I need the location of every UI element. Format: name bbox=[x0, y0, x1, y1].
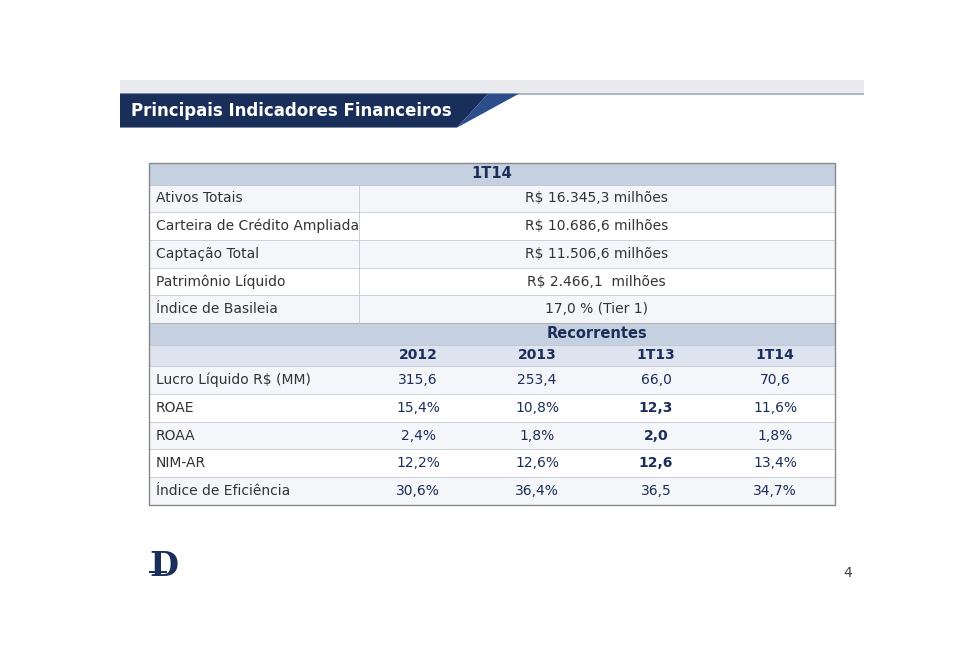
Text: Ativos Totais: Ativos Totais bbox=[156, 192, 242, 205]
Text: 1T13: 1T13 bbox=[636, 348, 676, 362]
Text: Patrimônio Líquido: Patrimônio Líquido bbox=[156, 274, 285, 289]
Bar bbox=[150, 268, 834, 295]
Text: Recorrentes: Recorrentes bbox=[546, 327, 647, 341]
Text: 315,6: 315,6 bbox=[398, 373, 438, 387]
Text: 70,6: 70,6 bbox=[759, 373, 790, 387]
Text: Índice de Basileia: Índice de Basileia bbox=[156, 303, 277, 317]
Text: 12,6: 12,6 bbox=[639, 456, 673, 470]
Text: 30,6%: 30,6% bbox=[396, 484, 440, 498]
Text: 1,8%: 1,8% bbox=[757, 428, 793, 442]
Text: R$ 10.686,6 milhões: R$ 10.686,6 milhões bbox=[525, 219, 668, 233]
Bar bbox=[150, 163, 834, 505]
Text: 1,8%: 1,8% bbox=[519, 428, 555, 442]
Text: 15,4%: 15,4% bbox=[396, 401, 440, 415]
Text: ROAA: ROAA bbox=[156, 428, 195, 442]
Polygon shape bbox=[457, 94, 519, 128]
Bar bbox=[150, 571, 166, 573]
Bar bbox=[150, 394, 834, 422]
Bar bbox=[150, 212, 834, 240]
Bar bbox=[150, 477, 834, 505]
Bar bbox=[150, 366, 834, 394]
Text: 1T14: 1T14 bbox=[471, 166, 513, 182]
Text: Carteira de Crédito Ampliada: Carteira de Crédito Ampliada bbox=[156, 219, 359, 233]
Text: NIM-AR: NIM-AR bbox=[156, 456, 205, 470]
Text: D: D bbox=[150, 549, 179, 583]
Text: R$ 11.506,6 milhões: R$ 11.506,6 milhões bbox=[525, 247, 668, 261]
Bar bbox=[120, 80, 864, 94]
Text: 17,0 % (Tier 1): 17,0 % (Tier 1) bbox=[545, 303, 648, 317]
Text: ROAE: ROAE bbox=[156, 401, 194, 415]
Bar bbox=[150, 240, 834, 268]
Bar bbox=[150, 344, 834, 366]
Text: 13,4%: 13,4% bbox=[754, 456, 797, 470]
Text: 10,8%: 10,8% bbox=[516, 401, 559, 415]
Text: 1T14: 1T14 bbox=[756, 348, 795, 362]
Bar bbox=[150, 163, 834, 184]
Bar bbox=[150, 450, 834, 477]
Text: R$ 16.345,3 milhões: R$ 16.345,3 milhões bbox=[525, 192, 668, 205]
Text: 34,7%: 34,7% bbox=[754, 484, 797, 498]
Text: Captação Total: Captação Total bbox=[156, 247, 259, 261]
Text: 2,0: 2,0 bbox=[644, 428, 668, 442]
Text: 12,3: 12,3 bbox=[639, 401, 673, 415]
Text: 12,2%: 12,2% bbox=[396, 456, 440, 470]
Text: 2012: 2012 bbox=[398, 348, 438, 362]
Text: 2013: 2013 bbox=[517, 348, 557, 362]
Bar bbox=[150, 184, 834, 212]
Text: Índice de Eficiência: Índice de Eficiência bbox=[156, 484, 290, 498]
Text: 4: 4 bbox=[844, 567, 852, 581]
Text: Lucro Líquido R$ (MM): Lucro Líquido R$ (MM) bbox=[156, 373, 310, 387]
Text: 66,0: 66,0 bbox=[640, 373, 672, 387]
Bar bbox=[150, 323, 834, 344]
Text: 36,5: 36,5 bbox=[640, 484, 671, 498]
Text: 11,6%: 11,6% bbox=[753, 401, 797, 415]
Text: 36,4%: 36,4% bbox=[516, 484, 559, 498]
Bar bbox=[150, 295, 834, 323]
Text: 253,4: 253,4 bbox=[517, 373, 557, 387]
Text: Principais Indicadores Financeiros: Principais Indicadores Financeiros bbox=[131, 102, 451, 120]
Text: R$ 2.466,1  milhões: R$ 2.466,1 milhões bbox=[527, 275, 666, 289]
Text: 12,6%: 12,6% bbox=[516, 456, 559, 470]
Bar bbox=[150, 422, 834, 450]
Polygon shape bbox=[120, 94, 488, 128]
Text: 2,4%: 2,4% bbox=[400, 428, 436, 442]
